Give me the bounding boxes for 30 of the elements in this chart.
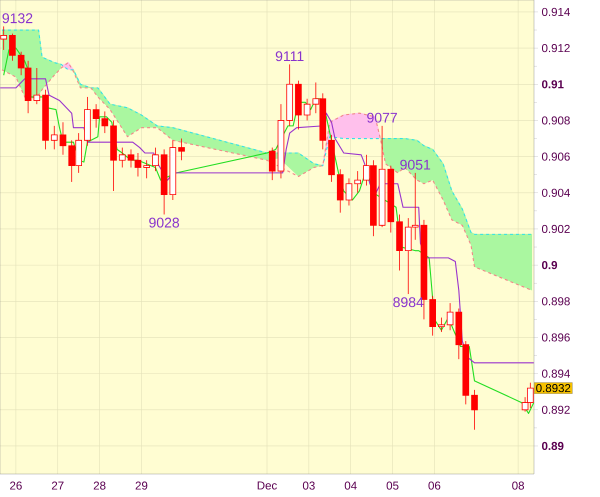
annotation: 9111 bbox=[276, 51, 304, 62]
x-tick-label: 03 bbox=[302, 482, 315, 490]
y-tick-label: 0.894 bbox=[542, 370, 570, 378]
y-tick-label: 0.896 bbox=[542, 333, 570, 342]
x-tick-label: Dec bbox=[258, 482, 277, 490]
y-tick-label: 0.904 bbox=[542, 188, 570, 197]
y-tick-label: 0.906 bbox=[542, 152, 570, 161]
y-tick-label: 0.91 bbox=[542, 80, 564, 88]
annotation: 9132 bbox=[2, 13, 32, 24]
x-tick-label: 05 bbox=[386, 482, 398, 490]
y-tick-label: 0.892 bbox=[542, 406, 570, 414]
annotation: 9028 bbox=[149, 218, 180, 228]
y-tick-label: 0.89 bbox=[542, 442, 564, 450]
x-tick-label: 26 bbox=[10, 482, 22, 490]
x-tick-label: 06 bbox=[428, 482, 440, 490]
x-tick-label: 28 bbox=[94, 482, 106, 490]
y-tick-label: 0.898 bbox=[542, 297, 570, 306]
x-tick-label: 27 bbox=[52, 482, 64, 490]
y-tick-label: 0.9 bbox=[542, 261, 558, 270]
y-tick-label: 0.912 bbox=[542, 44, 570, 52]
annotation: 9077 bbox=[367, 112, 397, 123]
y-tick-label: 0.902 bbox=[542, 224, 570, 234]
annotation: 9051 bbox=[400, 160, 430, 170]
y-tick-label: 0.914 bbox=[542, 8, 570, 16]
x-tick-label: 08 bbox=[512, 482, 524, 490]
x-tick-label: 29 bbox=[136, 482, 148, 490]
y-tick-label: 0.908 bbox=[542, 116, 570, 125]
annotation: 8984 bbox=[393, 297, 424, 308]
x-tick-label: 04 bbox=[344, 482, 357, 490]
annotation: 0.8932 bbox=[536, 384, 570, 392]
